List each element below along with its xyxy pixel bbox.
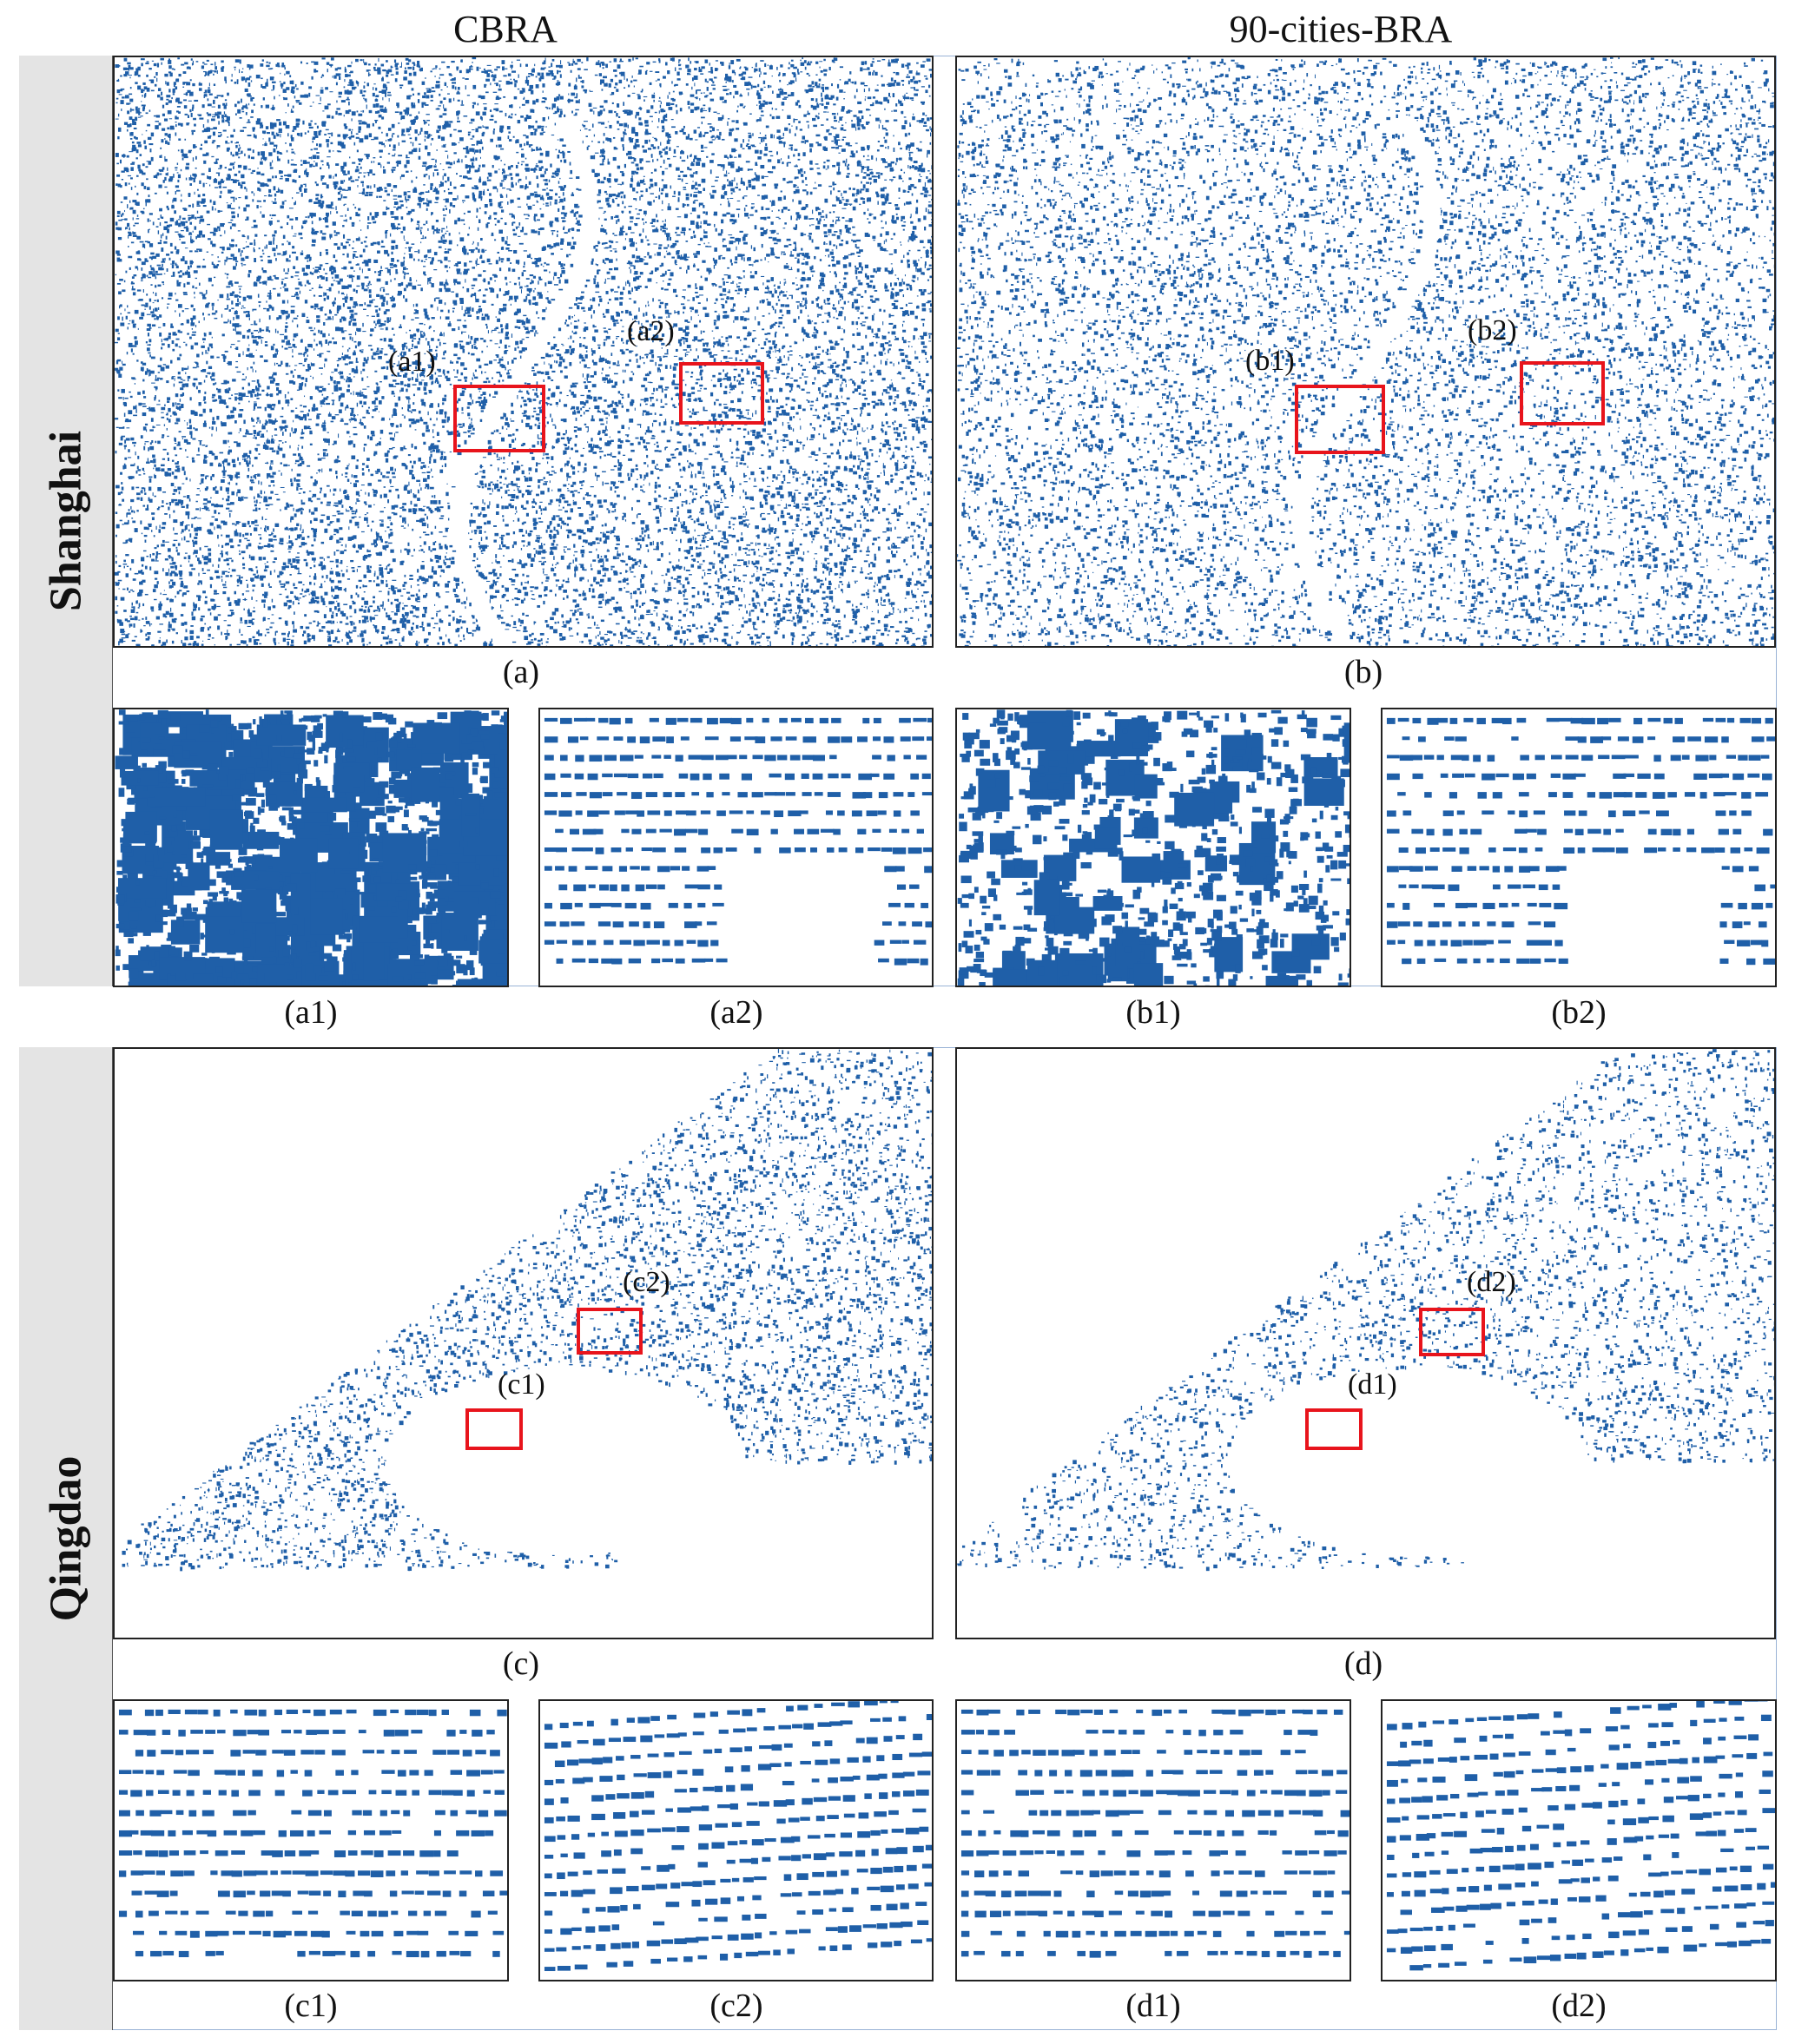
- caption-b1: (b1): [1066, 993, 1240, 1032]
- map-panel-b: [955, 56, 1776, 648]
- highlight-box-c2: [577, 1308, 643, 1355]
- zoom-panel-a2: [538, 708, 934, 987]
- map-d-buildings: [957, 1049, 1774, 1572]
- highlight-box-a2: [679, 362, 764, 425]
- caption-d1: (d1): [1066, 1987, 1240, 2025]
- column-title-cbra: CBRA: [288, 7, 723, 51]
- caption-c: (c): [434, 1645, 608, 1683]
- highlight-box-b1: [1295, 385, 1385, 454]
- caption-a: (a): [434, 653, 608, 691]
- highlight-box-d2: [1419, 1308, 1485, 1356]
- caption-a2: (a2): [650, 993, 823, 1032]
- box-label-c1: (c1): [498, 1368, 545, 1401]
- zoom-panel-d2: [1381, 1699, 1777, 1981]
- row-label-qingdao-text: Qingdao: [40, 1456, 91, 1622]
- row-label-shanghai-text: Shanghai: [40, 431, 91, 611]
- zoom-a2-buildings: [544, 717, 932, 966]
- caption-d: (d): [1277, 1645, 1450, 1683]
- box-label-a2: (a2): [627, 315, 675, 348]
- box-label-d1: (d1): [1348, 1368, 1397, 1401]
- zoom-panel-d1: [955, 1699, 1351, 1981]
- zoom-a1-buildings: [115, 709, 507, 986]
- highlight-box-b2: [1520, 361, 1605, 425]
- map-panel-d: [955, 1047, 1776, 1639]
- box-label-d2: (d2): [1467, 1266, 1516, 1299]
- zoom-b1-buildings: [957, 709, 1350, 986]
- zoom-d1-buildings: [960, 1709, 1350, 1958]
- row-label-qingdao: Qingdao: [19, 1047, 113, 2030]
- box-label-a1: (a1): [388, 346, 436, 379]
- map-a-buildings: [115, 57, 932, 646]
- map-panel-a: [113, 56, 934, 648]
- box-label-b2: (b2): [1468, 314, 1517, 347]
- caption-d2: (d2): [1492, 1987, 1666, 2025]
- map-panel-c: [113, 1047, 934, 1639]
- row-label-shanghai: Shanghai: [19, 56, 113, 986]
- caption-c1: (c1): [224, 1987, 398, 2025]
- highlight-box-d1: [1305, 1408, 1363, 1450]
- highlight-box-c1: [465, 1408, 523, 1450]
- zoom-d2-buildings: [1386, 1701, 1775, 1971]
- column-title-90-cities-bra: 90-cities-BRA: [1124, 7, 1558, 51]
- map-c-buildings: [122, 1049, 932, 1572]
- zoom-panel-a1: [113, 708, 509, 987]
- zoom-b2-buildings: [1386, 717, 1775, 966]
- zoom-panel-c2: [538, 1699, 934, 1981]
- map-b-buildings: [957, 57, 1774, 646]
- zoom-panel-c1: [113, 1699, 509, 1981]
- zoom-panel-b1: [955, 708, 1351, 987]
- caption-b: (b): [1277, 653, 1450, 691]
- box-label-b1: (b1): [1245, 345, 1295, 378]
- caption-c2: (c2): [650, 1987, 823, 2025]
- highlight-box-a1: [453, 385, 545, 452]
- zoom-panel-b2: [1381, 708, 1777, 987]
- zoom-c2-buildings: [544, 1701, 932, 1972]
- caption-b2: (b2): [1492, 993, 1666, 1032]
- caption-a1: (a1): [224, 993, 398, 1032]
- zoom-c1-buildings: [118, 1709, 507, 1958]
- box-label-c2: (c2): [623, 1266, 670, 1299]
